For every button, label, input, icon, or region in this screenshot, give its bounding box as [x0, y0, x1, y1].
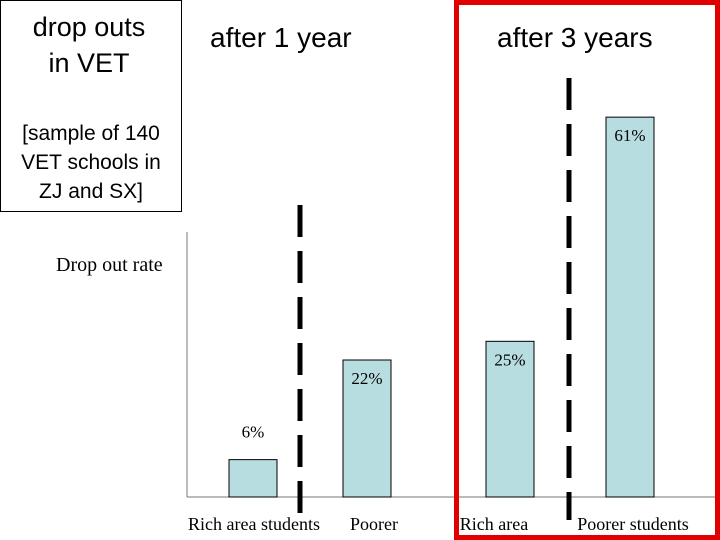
category-label-1: Rich area students	[188, 514, 320, 534]
chart-subtitle: [sample of 140 VET schools in ZJ and SX]	[1, 119, 181, 206]
y-axis-label: Drop out rate	[56, 254, 163, 276]
title-line-1: drop outs	[32, 12, 146, 42]
category-label-3: Rich area	[460, 514, 528, 534]
subtitle-line-3: ZJ and SX]	[39, 180, 143, 203]
bar-2	[342, 359, 392, 498]
subtitle-line-2: VET schools in	[21, 151, 161, 174]
chart-bars	[228, 116, 655, 498]
category-label-2: Poorer	[350, 514, 398, 534]
subtitle-line-1: [sample of 140	[22, 122, 160, 145]
chart-labels: 6% Rich area students 22% Poorer 25% Rich are…	[188, 126, 689, 534]
value-label-4: 61%	[614, 126, 645, 145]
value-label-1: 6%	[242, 423, 265, 442]
bar-3	[485, 340, 535, 498]
value-label-2: 22%	[351, 369, 382, 388]
value-label-3: 25%	[494, 350, 525, 369]
highlight-box-after-3-years	[454, 0, 720, 540]
bar-1	[228, 459, 278, 498]
chart-title: drop outs in VET	[1, 9, 177, 81]
group-label-after-3-years: after 3 years	[497, 22, 653, 53]
group-dividers	[297, 78, 572, 520]
group-label-after-1-year: after 1 year	[210, 22, 352, 53]
title-box: drop outs in VET [sample of 140 VET scho…	[0, 0, 182, 212]
bar-4	[605, 116, 655, 498]
title-line-2: in VET	[48, 48, 130, 78]
category-label-4: Poorer students	[577, 514, 689, 534]
